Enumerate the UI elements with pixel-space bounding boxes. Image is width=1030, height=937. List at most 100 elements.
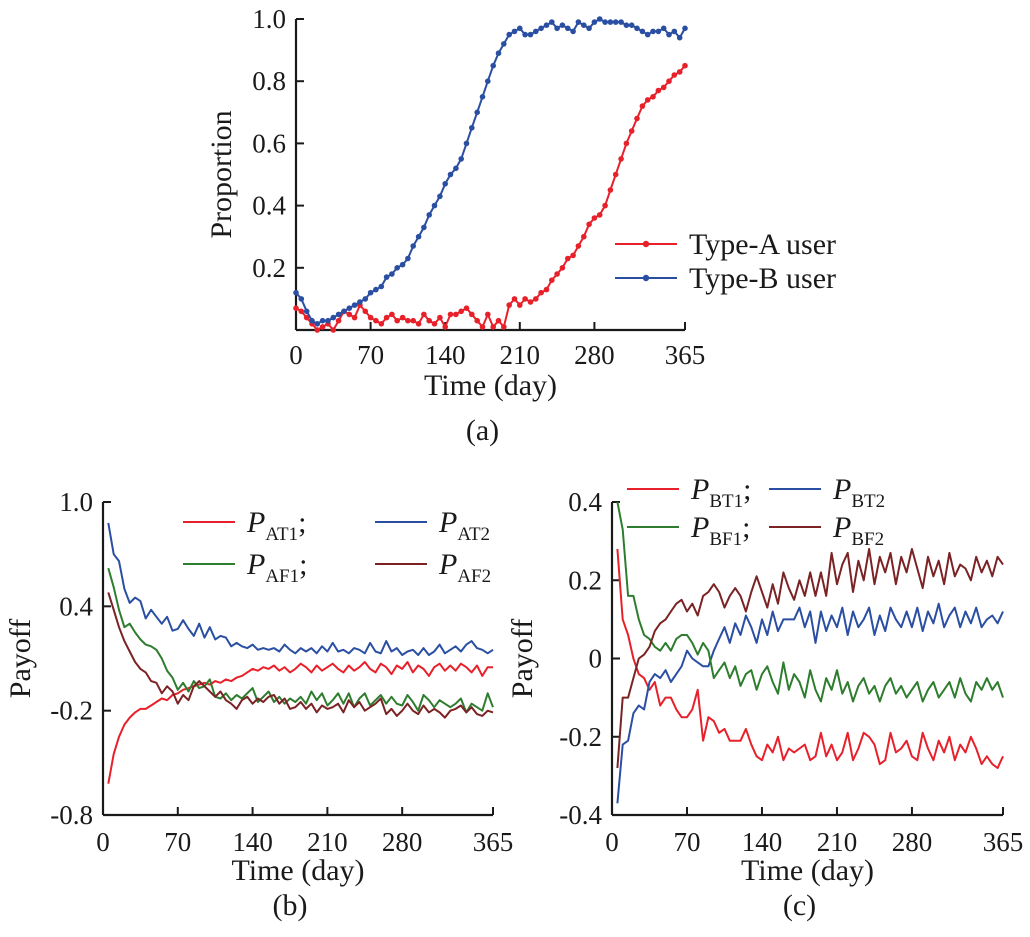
data-point [458,308,465,315]
data-point [538,25,544,32]
data-point [591,19,598,25]
data-point [362,308,369,315]
data-point [341,308,347,315]
data-point [628,128,635,134]
data-point [330,327,337,333]
data-point [650,94,656,100]
x-tick-label: 140 [232,827,273,857]
y-tick-label: 1.0 [252,4,286,34]
data-point [394,265,401,271]
data-point [351,302,358,308]
series-line [107,592,494,719]
data-point [335,311,342,318]
data-point [479,94,486,100]
data-point [351,314,358,321]
x-axis-label: Time (day) [231,854,364,887]
data-point [575,243,582,249]
x-tick-label: 140 [425,340,466,370]
legend-item: PAF1; [183,548,307,587]
y-tick-label: -0.4 [559,800,602,830]
legend-label: PBF2 [832,511,884,550]
data-point [533,296,539,302]
data-point [671,72,678,78]
legend: PAT1; PAT2 PAF1; PAF2 [183,506,491,587]
legend-item: PBF1; [627,511,750,550]
legend-item: Type-A user [615,228,836,261]
panel-caption: (a) [466,414,499,447]
data-point [602,202,608,209]
series-at1 [107,661,493,784]
data-point [628,22,635,29]
data-point [469,311,475,318]
data-point [346,311,353,318]
data-point [586,221,592,228]
data-point [581,22,587,29]
data-point [453,165,459,172]
data-point [506,31,512,38]
legend-item: Type-B user [615,262,836,295]
data-point [501,41,507,47]
legend-marker [642,240,650,248]
data-point [373,286,379,293]
data-point [383,274,390,280]
data-point [442,324,449,330]
data-point [469,125,475,131]
data-point [559,22,566,29]
data-point [623,22,630,29]
series-line [616,501,1004,703]
series-line [107,661,493,784]
data-point [506,302,512,308]
series-bf2 [616,548,1004,769]
x-tick-label: 70 [357,340,384,370]
data-point [565,25,571,32]
y-axis-label: Proportion [205,110,238,238]
data-point [474,109,481,116]
data-point [634,25,640,32]
data-point [655,87,662,94]
x-tick-label: 210 [817,827,858,857]
y-tick-label: 0.4 [252,191,286,221]
x-tick-label: 280 [382,827,423,857]
data-point [410,317,417,324]
series-line [295,65,686,331]
data-point [596,16,603,22]
data-point [666,78,672,84]
data-point [410,243,417,249]
x-tick-label: 0 [605,827,619,857]
y-tick-label: 0 [589,644,603,674]
legend-marker [642,274,650,282]
data-point [618,156,624,162]
data-point [644,97,651,103]
data-point [330,314,337,321]
data-point [383,314,390,321]
data-point [639,28,646,35]
data-point [357,299,363,305]
data-point [522,296,528,302]
data-point [293,289,299,296]
data-point [362,296,369,302]
data-point [581,233,587,240]
x-tick-label: 365 [473,827,514,857]
x-tick-label: 140 [742,827,783,857]
data-point [426,212,433,218]
legend-label: PAT2 [438,506,490,545]
data-point [325,317,331,324]
data-point [303,308,310,315]
legend-label: PBT1; [690,473,751,512]
legend-label: PAF1; [246,548,307,587]
data-point [602,19,608,25]
data-point [314,321,321,327]
y-tick-label: 0.4 [568,487,602,517]
data-point [554,25,560,32]
data-point [559,265,566,271]
data-point [501,324,507,330]
data-point [644,31,651,38]
data-point [447,171,454,178]
data-point [415,233,422,240]
legend-label: PBF1; [690,511,750,550]
chart-a-proportion: 0 70 140 210 280 365 0.2 0.4 0.6 0.8 1.0 Time (day)… [205,4,836,447]
data-point [676,34,683,41]
x-tick-label: 280 [892,827,933,857]
data-point [405,317,411,324]
series-line [616,602,1004,804]
